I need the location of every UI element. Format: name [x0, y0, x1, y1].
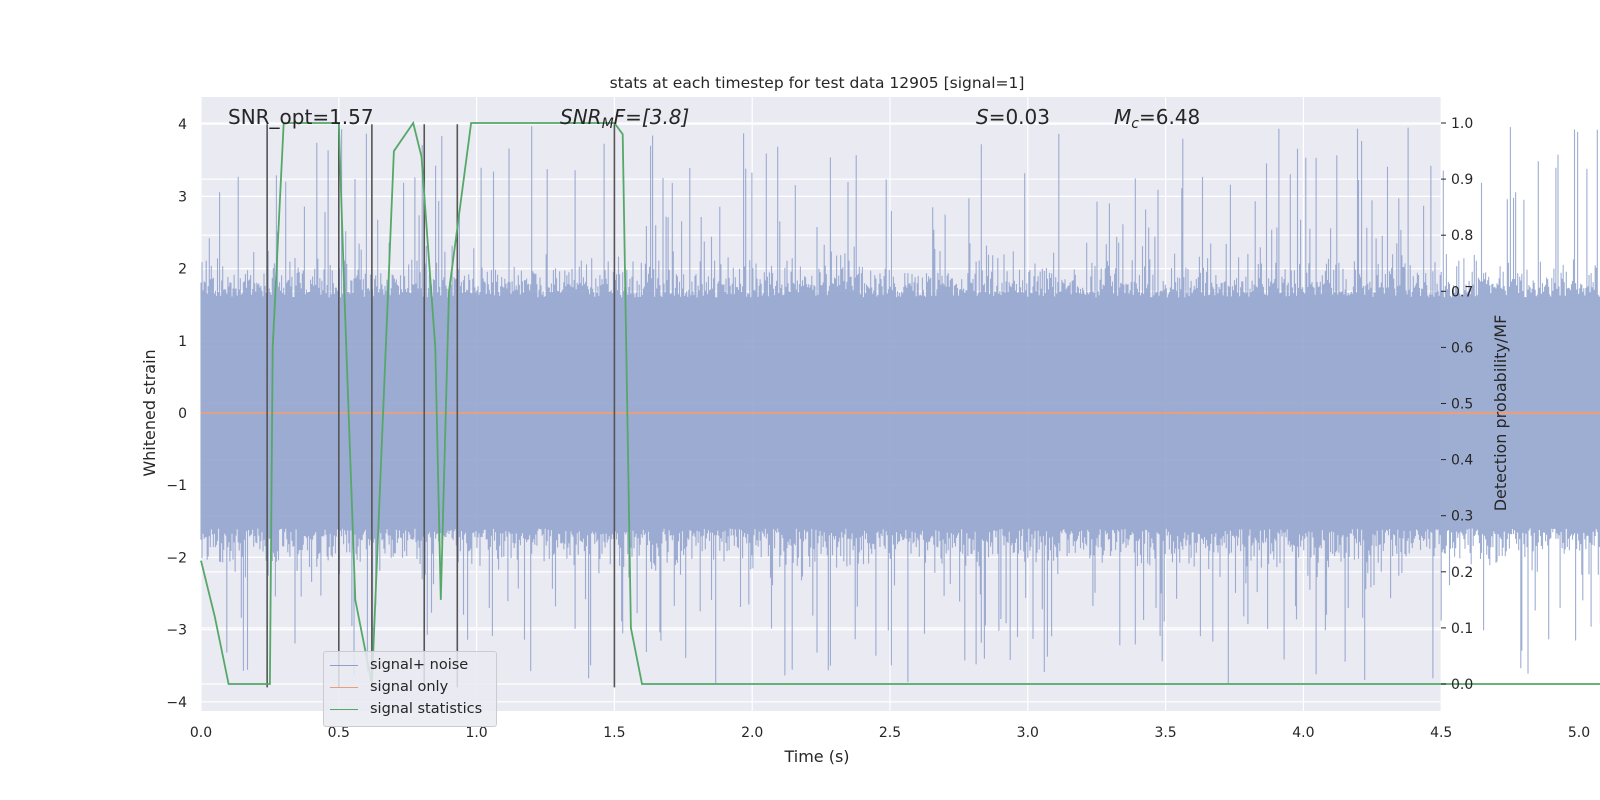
- y-tick-label: 3: [178, 189, 187, 205]
- y-tick-label: 0: [178, 406, 187, 422]
- legend-swatch-signal-noise: [330, 664, 358, 666]
- y2-tick-label: 0.5: [1451, 397, 1473, 413]
- y2-tick-label: 0.7: [1451, 284, 1473, 300]
- series-signal-noise: [200, 126, 1600, 685]
- y2-tick-label: 0.1: [1451, 621, 1473, 637]
- legend-swatch-signal-statistics: [330, 708, 358, 710]
- legend-item-signal-only: signal only: [330, 677, 448, 697]
- annotation-s-rest: =0.03: [989, 105, 1050, 129]
- y-tick-label: −3: [166, 623, 187, 639]
- x-tick-label: 3.0: [1017, 725, 1039, 741]
- y2-tick-labels: 1.0 0.9 0.8 0.7 0.6 0.5 0.4 0.3 0.2 0.1 0.0: [1441, 116, 1473, 693]
- annotation-s-base: S: [976, 105, 989, 129]
- legend-label-signal-statistics: signal statistics: [370, 701, 483, 717]
- y2-tick-label: 0.3: [1451, 509, 1473, 525]
- series-signal-statistics: [200, 120, 1600, 685]
- y-tick-label: 2: [178, 262, 187, 278]
- annotation-snr-mf-base: SNR: [560, 105, 602, 129]
- y-tick-label: −1: [166, 478, 187, 494]
- annotation-mc-sub: c: [1131, 116, 1139, 132]
- legend-item-signal-statistics: signal statistics: [330, 699, 482, 719]
- x-tick-label: 3.5: [1154, 725, 1176, 741]
- x-tick-label: 1.0: [465, 725, 487, 741]
- signal-noise-trace: [200, 126, 1600, 685]
- x-tick-label: 2.5: [879, 725, 901, 741]
- y-axis-label: Whitened strain: [140, 349, 159, 476]
- y2-tick-label: 0.6: [1451, 340, 1473, 356]
- x-tick-label: 1.5: [603, 725, 625, 741]
- x-tick-label: 5.0: [1568, 725, 1590, 741]
- annotation-snr-opt: SNR_opt=1.57: [228, 105, 374, 129]
- x-axis-label: Time (s): [783, 747, 849, 766]
- y-tick-label: 4: [178, 117, 187, 133]
- y2-tick-label: 1.0: [1451, 116, 1473, 132]
- annotation-snr-mf: SNRMF=[3.8]: [560, 105, 689, 132]
- x-tick-label: 0.5: [328, 725, 350, 741]
- y2-tick-label: 0.2: [1451, 565, 1473, 581]
- x-tick-label: 2.0: [741, 725, 763, 741]
- y2-axis-label: Detection probability/MF: [1491, 315, 1510, 512]
- legend: signal+ noise signal only signal statist…: [323, 651, 497, 727]
- x-tick-label: 4.0: [1292, 725, 1314, 741]
- y2-tick-label: 0.0: [1451, 677, 1473, 693]
- legend-item-signal-noise: signal+ noise: [330, 655, 468, 675]
- y-tick-label: −2: [166, 550, 187, 566]
- legend-swatch-signal-only: [330, 686, 358, 688]
- legend-label-signal-only: signal only: [370, 679, 449, 695]
- series-signal-only: [200, 411, 1600, 415]
- signal-statistics-line: [200, 120, 1600, 685]
- annotation-snr-mf-sub: M: [602, 116, 614, 132]
- y2-tick-label: 0.9: [1451, 172, 1473, 188]
- annotation-mc-base: M: [1114, 105, 1131, 129]
- y-tick-label: −4: [166, 695, 187, 711]
- annotation-snr-mf-rest: F=[3.8]: [614, 105, 690, 129]
- y2-tick-label: 0.8: [1451, 228, 1473, 244]
- x-tick-labels: 0.00.51.01.52.02.53.03.54.04.55.05.56.06…: [190, 725, 1590, 741]
- y2-tick-label: 0.4: [1451, 453, 1473, 469]
- x-tick-label: 4.5: [1430, 725, 1452, 741]
- annotation-mc: Mc=6.48: [1114, 105, 1200, 132]
- legend-label-signal-noise: signal+ noise: [370, 657, 469, 673]
- y-tick-label: 1: [178, 334, 187, 350]
- y-tick-labels: 4 3 2 1 0 −1 −2 −3 −4: [166, 117, 187, 711]
- x-tick-label: 0.0: [190, 725, 212, 741]
- chart-title: stats at each timestep for test data 129…: [610, 74, 1025, 92]
- vertical-markers: [266, 124, 616, 688]
- annotation-s: S=0.03: [976, 105, 1050, 129]
- annotation-mc-rest: =6.48: [1139, 105, 1200, 129]
